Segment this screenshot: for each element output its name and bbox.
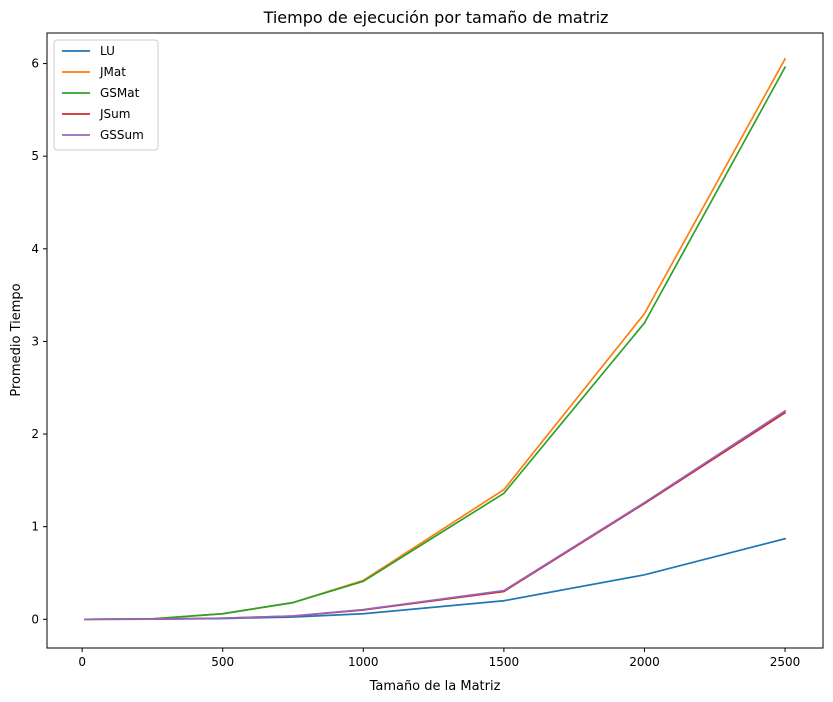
x-axis-label: Tamaño de la Matriz bbox=[369, 679, 501, 694]
y-tick-label: 0 bbox=[31, 612, 39, 626]
legend-label-gsmat: GSMat bbox=[100, 86, 140, 100]
x-axis-ticks: 0 500 1000 1500 2000 2500 bbox=[78, 648, 800, 669]
series-line-gssum bbox=[84, 409, 787, 621]
x-tick-label: 2000 bbox=[629, 655, 660, 669]
y-tick-label: 6 bbox=[31, 57, 39, 71]
series-line-gsmat bbox=[84, 66, 787, 621]
y-tick-label: 2 bbox=[31, 427, 39, 441]
x-tick-label: 2500 bbox=[770, 655, 801, 669]
chart-title: Tiempo de ejecución por tamaño de matriz bbox=[263, 8, 609, 27]
y-tick-label: 4 bbox=[31, 242, 39, 256]
x-tick-label: 500 bbox=[211, 655, 234, 669]
y-axis-label: Promedio Tiempo bbox=[9, 283, 24, 396]
x-tick-label: 1000 bbox=[348, 655, 379, 669]
y-tick-label: 1 bbox=[31, 520, 39, 534]
legend-items: LU JMat GSMat JSum GSSum bbox=[62, 44, 144, 142]
y-tick-label: 5 bbox=[31, 149, 39, 163]
legend-label-jsum: JSum bbox=[99, 107, 130, 121]
series-line-lu bbox=[84, 537, 787, 621]
series-line-jsum bbox=[84, 411, 787, 621]
legend-label-jmat: JMat bbox=[99, 65, 126, 79]
y-axis-ticks: 0 1 2 3 4 5 6 bbox=[31, 57, 47, 626]
plot-lines bbox=[84, 57, 787, 621]
plot-frame bbox=[46, 32, 824, 649]
x-tick-label: 0 bbox=[78, 655, 86, 669]
legend-label-gssum: GSSum bbox=[100, 128, 144, 142]
legend: LU JMat GSMat JSum GSSum bbox=[53, 39, 159, 151]
series-line-jmat bbox=[84, 57, 787, 621]
x-tick-label: 1500 bbox=[489, 655, 520, 669]
legend-label-lu: LU bbox=[100, 44, 115, 58]
legend-box bbox=[53, 39, 159, 151]
y-tick-label: 3 bbox=[31, 334, 39, 348]
